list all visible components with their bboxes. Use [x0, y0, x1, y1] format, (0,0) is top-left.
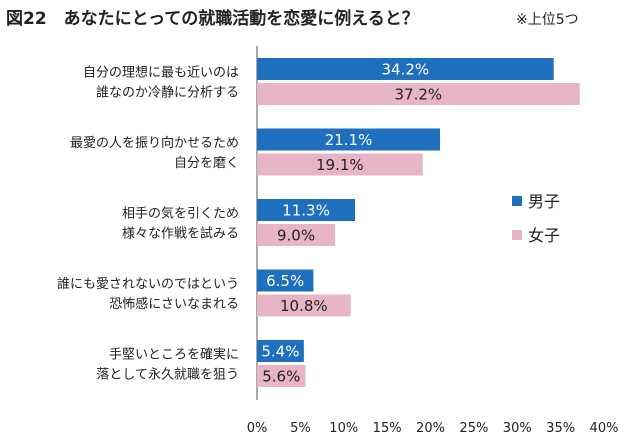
legend-label-male: 男子 [528, 192, 560, 211]
x-tick-label-2: 10% [329, 421, 358, 436]
bar-male-4 [257, 340, 304, 362]
data-label-male-4: 5.4% [261, 343, 299, 361]
category-label-3-line-0: 誰にも愛されないのではという [57, 276, 239, 292]
data-label-male-2: 11.3% [282, 202, 330, 220]
data-label-male-1: 21.1% [325, 131, 373, 149]
data-label-male-3: 6.5% [266, 272, 304, 290]
data-label-female-1: 19.1% [316, 156, 364, 174]
x-tick-label-8: 40% [590, 421, 619, 436]
bar-female-4 [257, 365, 306, 387]
category-label-1-line-0: 最愛の人を振り向かせるため [70, 135, 239, 151]
data-label-female-0: 37.2% [395, 86, 443, 104]
bar-male-1 [257, 128, 441, 151]
category-label-4-line-1: 落として永久就職を狙う [96, 368, 239, 383]
category-labels: 自分の理想に最も近いのは誰なのか冷静に分析する最愛の人を振り向かせるため自分を磨… [57, 65, 239, 383]
x-tick-label-4: 20% [416, 421, 445, 436]
bar-male-2 [257, 199, 356, 221]
bar-female-1 [257, 153, 423, 176]
category-label-2-line-1: 様々な作戦を試みる [122, 226, 239, 242]
category-label-3-line-1: 恐怖感にさいなまれる [109, 296, 239, 312]
bar-male-3 [257, 269, 314, 292]
bars-layer: 34.2% 37.2% 21.1% 19.1% 11.3% 9.0% 6.5% 10.8% 5.… [257, 58, 580, 387]
category-label-2-line-0: 相手の気を引くため [122, 206, 239, 222]
legend-swatch-male [512, 196, 522, 206]
x-tick-label-7: 35% [546, 421, 575, 436]
x-tick-label-0: 0% [247, 421, 268, 436]
x-tick-label-6: 30% [503, 421, 532, 436]
x-tick-label-3: 15% [373, 421, 402, 436]
x-tick-label-5: 25% [459, 421, 488, 436]
data-label-female-2: 9.0% [277, 227, 315, 245]
category-label-0-line-1: 誰なのか冷静に分析する [96, 85, 239, 101]
data-label-male-0: 34.2% [382, 61, 430, 79]
x-tick-label-1: 5% [290, 421, 311, 436]
category-label-0-line-0: 自分の理想に最も近いのは [83, 65, 239, 81]
category-label-4-line-0: 手堅いところを確実に [109, 347, 239, 363]
bar-female-0 [257, 83, 580, 105]
bar-female-2 [257, 224, 336, 246]
chart-subtitle: ※上位5つ [516, 12, 579, 28]
category-label-1-line-1: 自分を磨く [174, 156, 239, 171]
bar-female-3 [257, 294, 351, 317]
bar-male-0 [257, 58, 554, 80]
chart-title: 図22 あなたにとっての就職活動を恋愛に例えると？ [6, 8, 419, 29]
data-label-female-3: 10.8% [280, 297, 328, 315]
x-axis-ticks: 0% 5% 10% 15% 20% 25% 30% 35% 40% [247, 421, 619, 436]
data-label-female-4: 5.6% [262, 368, 300, 386]
legend-swatch-female [512, 230, 522, 240]
legend-label-female: 女子 [528, 226, 560, 245]
